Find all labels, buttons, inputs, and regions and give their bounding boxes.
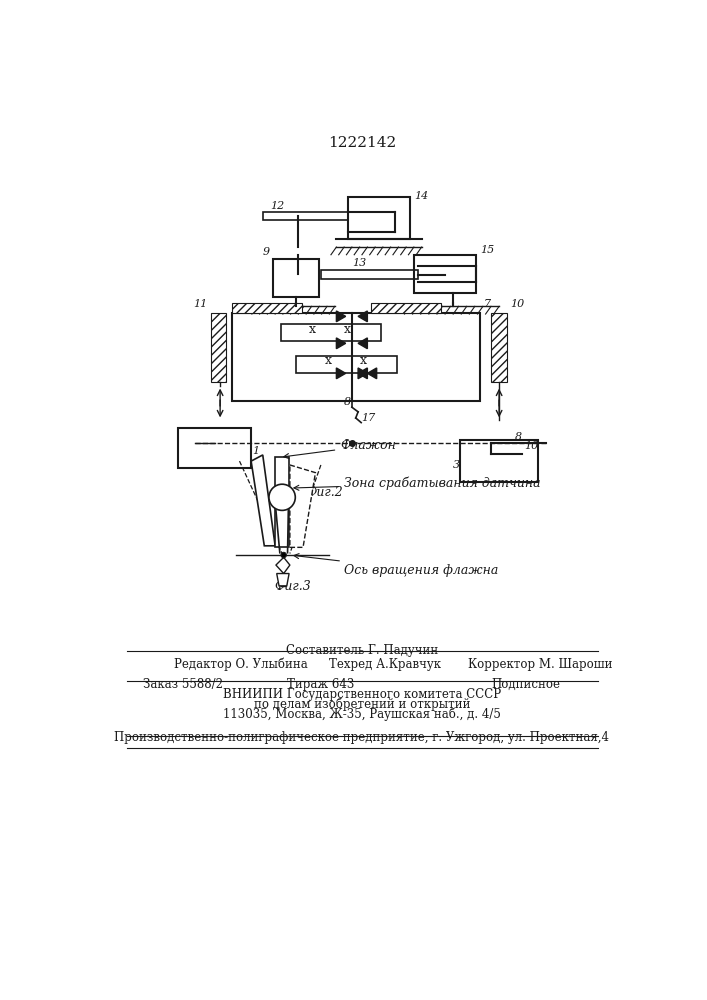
- Text: 17: 17: [361, 413, 375, 423]
- Text: Корректор М. Шароши: Корректор М. Шароши: [468, 658, 613, 671]
- Bar: [460, 440, 538, 482]
- Text: x: x: [344, 323, 351, 336]
- Circle shape: [281, 552, 286, 558]
- Text: Фиг.3: Фиг.3: [274, 580, 311, 593]
- Polygon shape: [251, 455, 275, 546]
- Text: 9: 9: [263, 247, 270, 257]
- Bar: [263, 212, 348, 220]
- Bar: [348, 197, 410, 239]
- Text: по делам изобретений и открытий: по делам изобретений и открытий: [254, 698, 470, 711]
- Bar: [177, 428, 251, 468]
- Polygon shape: [368, 368, 377, 379]
- Polygon shape: [337, 368, 346, 379]
- Text: 1222142: 1222142: [328, 136, 396, 150]
- Bar: [371, 303, 441, 312]
- Text: x: x: [360, 354, 367, 367]
- Text: Фиг.2: Фиг.2: [306, 486, 343, 499]
- Text: Подписное: Подписное: [491, 678, 561, 691]
- Bar: [296, 356, 397, 373]
- Text: 15: 15: [480, 245, 494, 255]
- Text: 8: 8: [344, 397, 351, 407]
- Text: 12: 12: [271, 201, 285, 211]
- Polygon shape: [358, 311, 368, 322]
- Text: 3: 3: [452, 460, 460, 470]
- Bar: [232, 313, 480, 401]
- Text: 13: 13: [352, 258, 366, 268]
- Polygon shape: [276, 574, 289, 586]
- Text: x: x: [309, 323, 316, 336]
- Text: 11: 11: [193, 299, 207, 309]
- Bar: [232, 303, 301, 312]
- Text: 7: 7: [484, 299, 491, 309]
- Text: 8: 8: [515, 432, 522, 442]
- Text: Зона срабатывания датчина: Зона срабатывания датчина: [294, 477, 541, 490]
- Polygon shape: [358, 368, 368, 379]
- Text: Редактор О. Улыбина: Редактор О. Улыбина: [174, 657, 308, 671]
- Bar: [491, 313, 507, 382]
- Text: 14: 14: [414, 191, 428, 201]
- Bar: [321, 270, 418, 279]
- Circle shape: [269, 484, 296, 510]
- Text: ВНИИПИ Государственного комитета СССР: ВНИИПИ Государственного комитета СССР: [223, 688, 501, 701]
- Text: x: x: [325, 354, 332, 367]
- Text: Ось вращения флажна: Ось вращения флажна: [294, 554, 498, 577]
- Text: Составитель Г. Падучин: Составитель Г. Падучин: [286, 644, 438, 657]
- Polygon shape: [337, 311, 346, 322]
- Polygon shape: [275, 457, 289, 547]
- Polygon shape: [290, 465, 315, 547]
- Bar: [211, 313, 226, 382]
- Text: Тираж 643: Тираж 643: [287, 678, 355, 691]
- Polygon shape: [337, 338, 346, 349]
- Bar: [414, 255, 476, 293]
- Text: 10: 10: [510, 299, 524, 309]
- Text: 113035, Москва, Ж-35, Раушская наб., д. 4/5: 113035, Москва, Ж-35, Раушская наб., д. …: [223, 708, 501, 721]
- Text: Производственно-полиграфическое предприятие, г. Ужгород, ул. Проектная,4: Производственно-полиграфическое предприя…: [115, 731, 609, 744]
- Text: Флажон: Флажон: [284, 439, 396, 459]
- Polygon shape: [358, 338, 368, 349]
- Text: Заказ 5588/2: Заказ 5588/2: [143, 678, 223, 691]
- Polygon shape: [358, 368, 368, 379]
- Bar: [281, 324, 381, 341]
- Bar: [273, 259, 320, 297]
- Text: 10: 10: [524, 441, 538, 451]
- Text: Техред А.Кравчук: Техред А.Кравчук: [329, 658, 440, 671]
- Text: 1: 1: [252, 446, 259, 456]
